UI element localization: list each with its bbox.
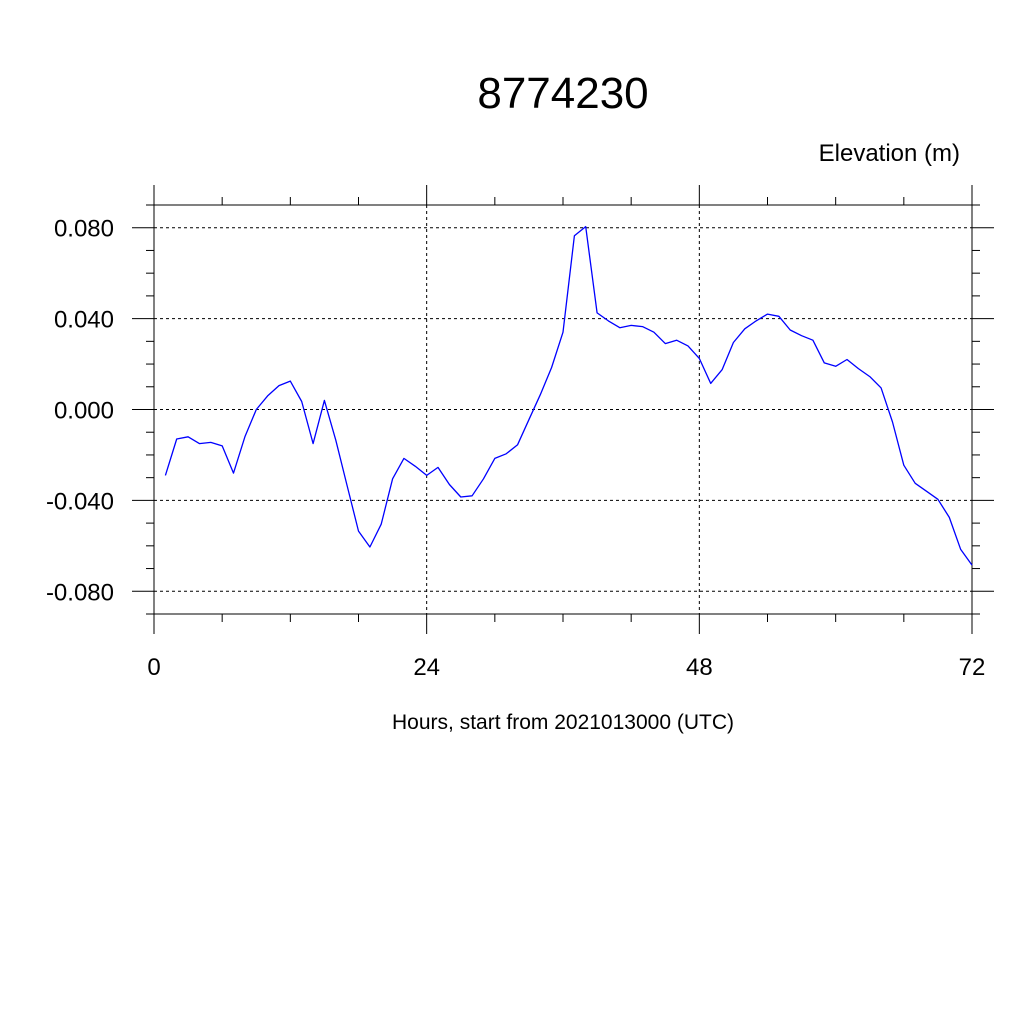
x-tick-label: 0 bbox=[147, 654, 160, 681]
x-tick-label: 72 bbox=[959, 654, 986, 681]
y-axis-label: Elevation (m) bbox=[819, 140, 960, 167]
tick-labels: 0 24 48 72 0.080 0.040 0.000 -0.040 -0.080 bbox=[46, 216, 985, 681]
x-axis-label: Hours, start from 2021013000 (UTC) bbox=[392, 711, 734, 734]
x-tick-label: 48 bbox=[686, 654, 713, 681]
y-tick-label: 0.080 bbox=[54, 216, 114, 243]
y-tick-label: -0.040 bbox=[46, 488, 114, 515]
gridlines bbox=[154, 205, 972, 614]
axis-ticks bbox=[132, 185, 994, 634]
y-tick-label: 0.000 bbox=[54, 398, 114, 425]
data-series bbox=[164, 225, 973, 566]
y-tick-label: 0.040 bbox=[54, 307, 114, 334]
elevation-series-line bbox=[164, 225, 973, 566]
y-tick-label: -0.080 bbox=[46, 579, 114, 606]
x-tick-label: 24 bbox=[413, 654, 440, 681]
chart-title: 8774230 bbox=[477, 69, 648, 118]
